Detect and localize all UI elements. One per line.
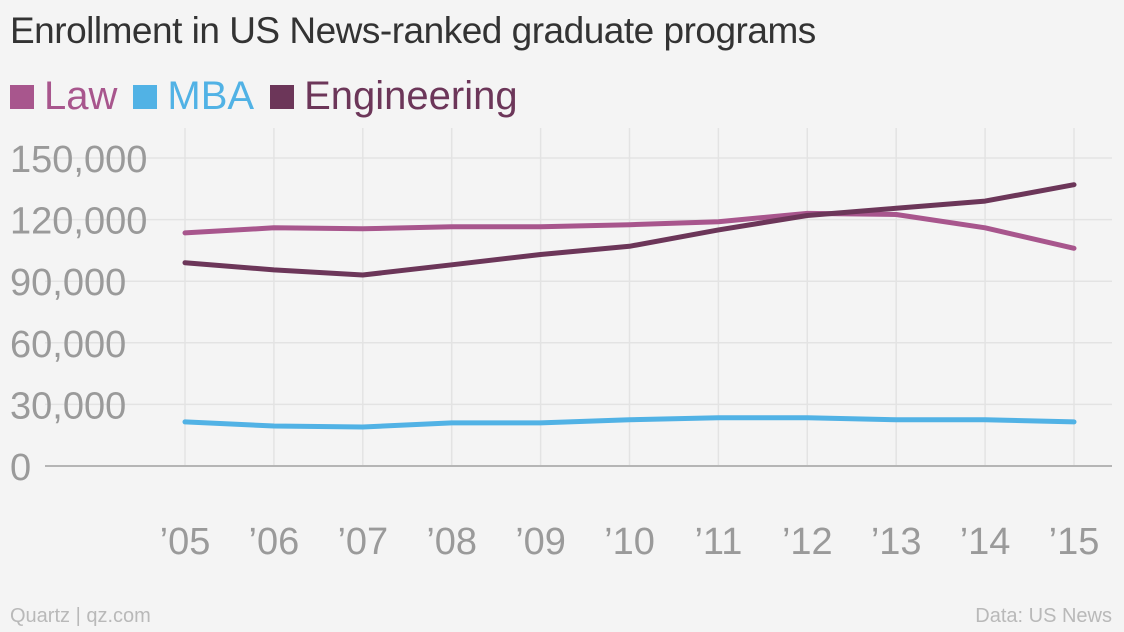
y-tick-label: 120,000 [10, 201, 147, 243]
y-tick-label: 150,000 [10, 139, 147, 181]
legend-item-mba: MBA [133, 74, 254, 119]
legend-swatch-law [10, 84, 34, 109]
footer-credit: Quartz | qz.com [10, 605, 151, 627]
line-chart: 0 30,000 60,000 90,000 120,000 150,000 ’05 ’06 ’… [10, 128, 1112, 563]
x-tick-label: ’12 [782, 521, 833, 563]
y-tick-label: 0 [10, 447, 31, 489]
x-tick-label: ’11 [694, 521, 742, 563]
x-tick-label: ’06 [249, 521, 300, 563]
x-tick-label: ’10 [604, 521, 655, 563]
y-tick-label: 30,000 [10, 385, 126, 427]
x-tick-label: ’13 [871, 521, 922, 563]
legend-label-engineering: Engineering [304, 74, 518, 118]
legend-swatch-mba [133, 84, 158, 109]
chart-title: Enrollment in US News-ranked graduate pr… [10, 10, 816, 51]
legend-label-law: Law [44, 74, 118, 118]
chart-legend: Law MBA Engineering [10, 74, 534, 119]
x-tick-label: ’05 [160, 521, 211, 563]
series-line-mba [182, 415, 1077, 430]
legend-item-engineering: Engineering [270, 74, 518, 119]
x-tick-label: ’08 [426, 521, 477, 563]
y-tick-label: 60,000 [10, 324, 126, 366]
x-tick-label: ’07 [337, 521, 388, 563]
series-line-law [182, 210, 1077, 251]
y-tick-label: 90,000 [10, 262, 126, 304]
legend-item-law: Law [10, 74, 117, 119]
legend-swatch-engineering [270, 84, 295, 109]
x-tick-label: ’09 [515, 521, 566, 563]
x-tick-label: ’14 [960, 521, 1011, 563]
legend-label-mba: MBA [167, 74, 255, 118]
x-tick-label: ’15 [1049, 521, 1100, 563]
footer-source: Data: US News [975, 605, 1112, 627]
series-line-engineering [182, 182, 1077, 278]
